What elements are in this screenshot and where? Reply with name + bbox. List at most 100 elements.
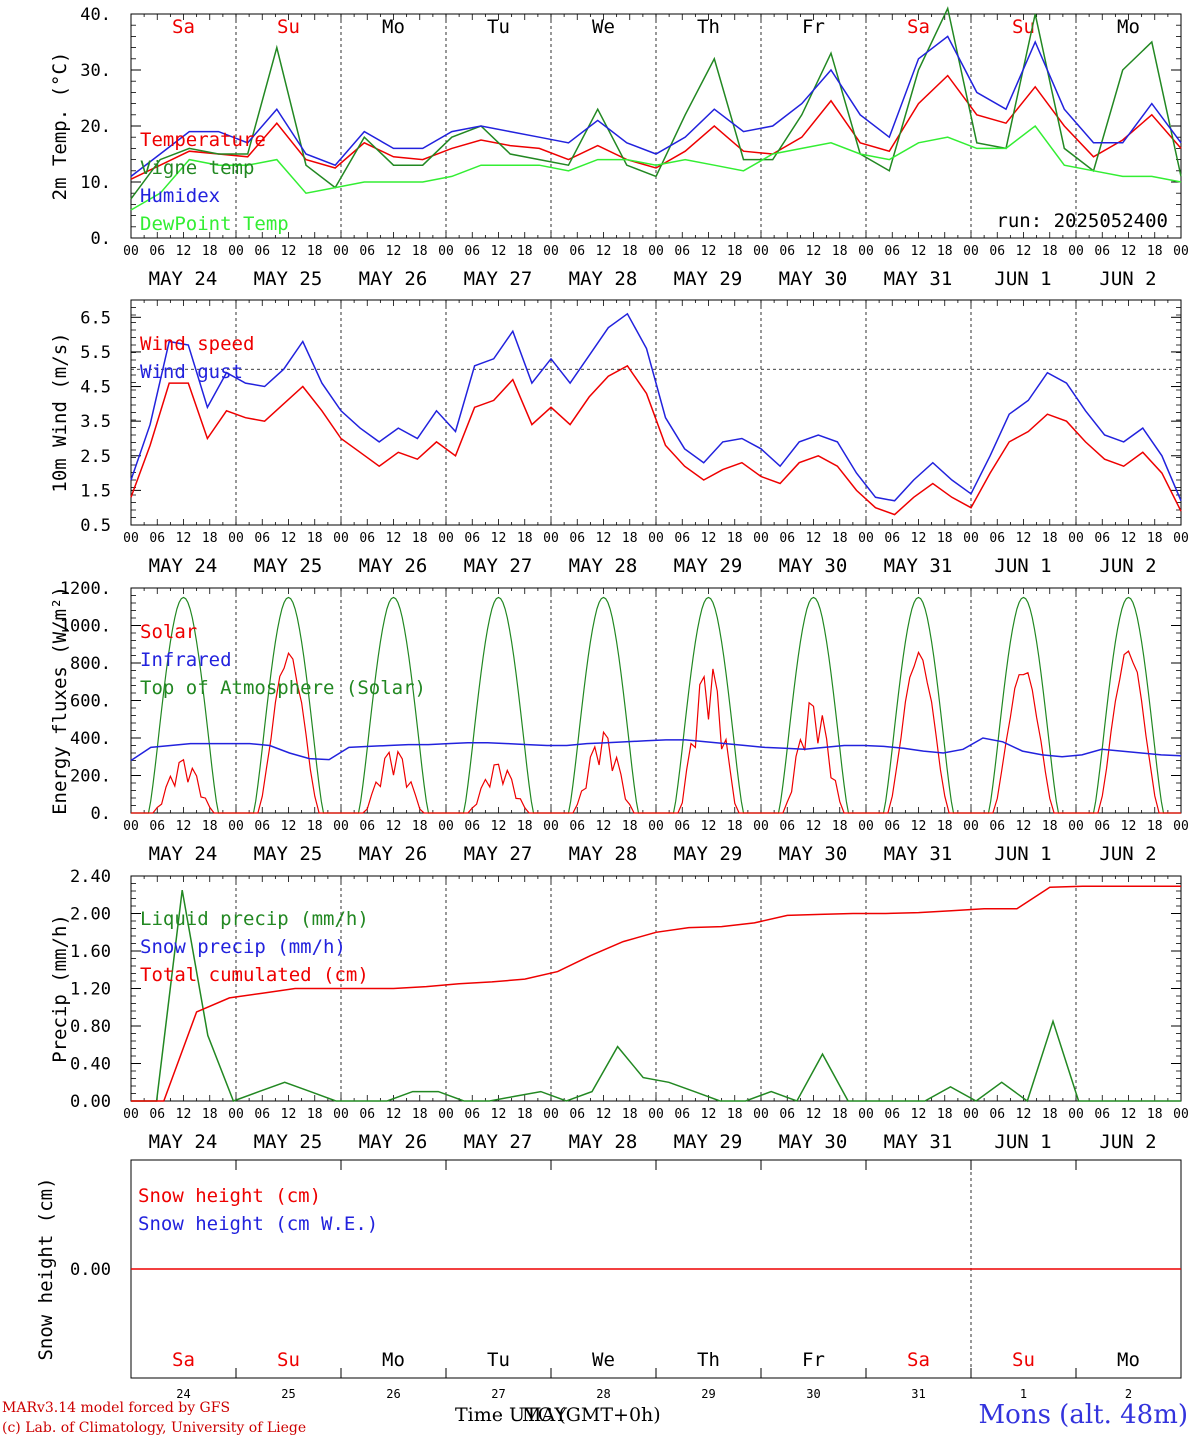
date-label: MAY 25: [254, 843, 323, 865]
date-label: MAY 30: [779, 268, 848, 290]
hour-tick-label: 06: [779, 819, 795, 834]
hour-tick-label: 00: [1173, 531, 1189, 546]
panel-frame-2: [130, 587, 1182, 814]
date-label: MAY 24: [149, 555, 218, 577]
date-label: MAY 31: [884, 555, 953, 577]
day-number-label: 1: [1020, 1387, 1027, 1401]
weekday-label: Mo: [382, 16, 405, 38]
date-label: MAY 28: [569, 843, 638, 865]
hour-tick-label: 06: [464, 819, 480, 834]
legend-entry: Wind speed: [140, 333, 254, 355]
hour-tick-label: 00: [648, 531, 664, 546]
legend-entry: DewPoint Temp: [140, 213, 289, 235]
hour-tick-label: 12: [911, 819, 927, 834]
hour-tick-label: 00: [333, 819, 349, 834]
hour-tick-label: 18: [622, 1107, 638, 1122]
y-tick-label: 1.60: [70, 942, 111, 962]
hour-tick-label: 12: [596, 819, 612, 834]
legend-entry: Snow precip (mm/h): [140, 936, 346, 958]
hour-tick-label: 06: [569, 1107, 585, 1122]
hour-tick-label: 06: [254, 244, 270, 259]
legend-entry: Liquid precip (mm/h): [140, 908, 369, 930]
hour-tick-label: 06: [149, 244, 165, 259]
date-label: MAY 25: [254, 268, 323, 290]
hour-tick-label: 18: [622, 819, 638, 834]
date-label: MAY 30: [779, 555, 848, 577]
weekday-label: Su: [1012, 16, 1035, 38]
hour-tick-label: 18: [727, 531, 743, 546]
weekday-label: We: [592, 16, 615, 38]
hour-tick-label: 06: [569, 531, 585, 546]
hour-tick-label: 18: [832, 531, 848, 546]
hour-tick-label: 18: [412, 531, 428, 546]
hour-tick-label: 12: [806, 819, 822, 834]
hour-tick-label: 00: [228, 1107, 244, 1122]
hour-tick-label: 00: [543, 531, 559, 546]
series-line-infrared: [130, 737, 1182, 762]
legend-entry: Temperature: [140, 129, 266, 151]
hour-tick-label: 00: [858, 819, 874, 834]
hour-tick-label: 18: [412, 244, 428, 259]
legend-entry: Infrared: [140, 649, 232, 671]
date-label: JUN 1: [994, 555, 1051, 577]
hour-tick-label: 00: [858, 244, 874, 259]
hour-tick-label: 18: [307, 244, 323, 259]
series-line-total-cumulated: [131, 885, 1181, 1102]
hour-tick-label: 00: [753, 244, 769, 259]
hour-tick-label: 00: [963, 819, 979, 834]
y-tick-label: 600.: [70, 692, 111, 712]
date-label: MAY 29: [674, 555, 743, 577]
hour-tick-label: 00: [438, 531, 454, 546]
legend-entry: Snow height (cm): [138, 1185, 321, 1207]
hour-tick-label: 18: [517, 819, 533, 834]
y-tick-label: 40.: [80, 5, 111, 25]
date-label: MAY 31: [884, 1131, 953, 1153]
hour-tick-label: 00: [963, 244, 979, 259]
hour-tick-label: 06: [464, 531, 480, 546]
y-tick-label: 0.00: [70, 1092, 111, 1112]
hour-tick-label: 06: [674, 1107, 690, 1122]
day-number-label: 30: [806, 1387, 820, 1401]
hour-tick-label: 00: [1068, 1107, 1084, 1122]
hour-tick-label: 12: [386, 819, 402, 834]
hour-tick-label: 12: [806, 1107, 822, 1122]
hour-tick-label: 12: [701, 531, 717, 546]
date-label: MAY 24: [149, 843, 218, 865]
y-tick-label: 1.20: [70, 980, 111, 1000]
hour-tick-label: 06: [1094, 1107, 1110, 1122]
day-number-label: 24: [176, 1387, 190, 1401]
hour-tick-label: 12: [806, 531, 822, 546]
hour-tick-label: 00: [1173, 819, 1189, 834]
run-annotation: run: 2025052400: [996, 210, 1168, 232]
hour-tick-label: 12: [1016, 531, 1032, 546]
day-number-label: 28: [596, 1387, 610, 1401]
hour-tick-label: 18: [1042, 819, 1058, 834]
hour-tick-label: 12: [281, 531, 297, 546]
hour-tick-label: 18: [517, 1107, 533, 1122]
y-tick-label: 30.: [80, 61, 111, 81]
hour-tick-label: 12: [281, 1107, 297, 1122]
hour-tick-label: 00: [858, 531, 874, 546]
weekday-label: Tu: [487, 16, 510, 38]
hour-tick-label: 06: [779, 1107, 795, 1122]
weekday-label: Mo: [382, 1349, 405, 1371]
hour-tick-label: 12: [176, 531, 192, 546]
date-label: MAY 27: [464, 555, 533, 577]
hour-tick-label: 00: [648, 819, 664, 834]
hour-tick-label: 12: [806, 244, 822, 259]
hour-tick-label: 18: [832, 819, 848, 834]
hour-tick-label: 06: [359, 819, 375, 834]
series-line-temp-2: [130, 35, 1182, 177]
hour-tick-label: 00: [753, 819, 769, 834]
legend-entry: Humidex: [140, 185, 220, 207]
hour-tick-label: 18: [1147, 1107, 1163, 1122]
hour-tick-label: 12: [281, 244, 297, 259]
hour-tick-label: 12: [386, 1107, 402, 1122]
hour-tick-label: 00: [123, 244, 139, 259]
hour-tick-label: 00: [123, 1107, 139, 1122]
weekday-label: Fr: [802, 1349, 825, 1371]
series-line-wind-1: [130, 312, 1182, 502]
hour-tick-label: 12: [596, 531, 612, 546]
hour-tick-label: 00: [1173, 244, 1189, 259]
